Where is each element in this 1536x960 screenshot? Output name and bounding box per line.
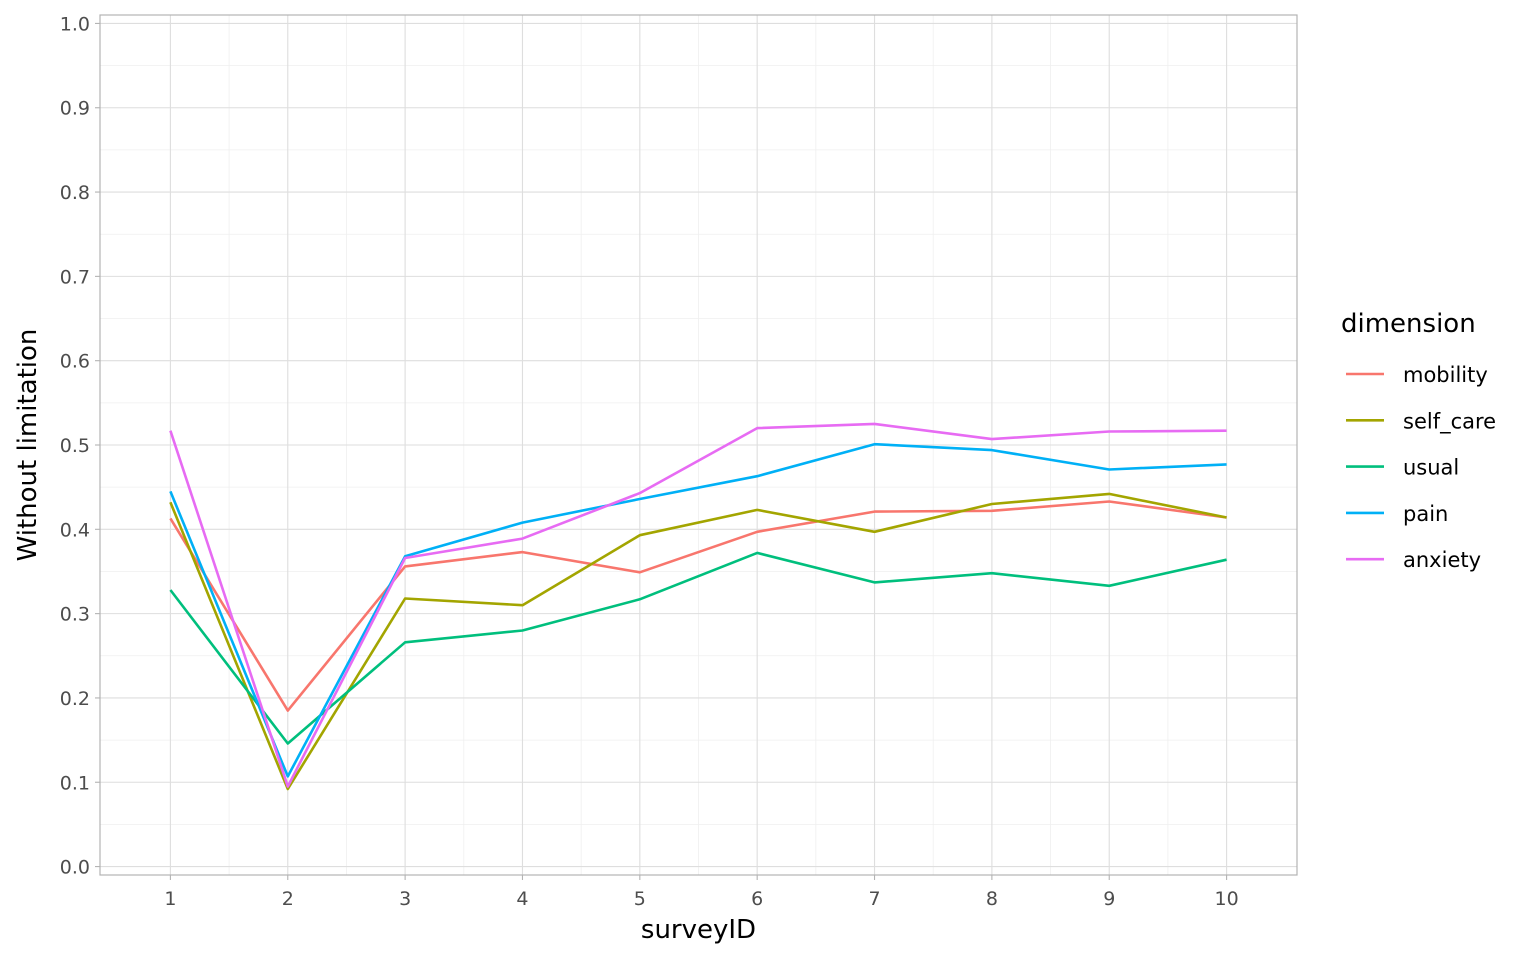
x-tick-label: 10 — [1214, 888, 1238, 910]
y-tick-label: 0.9 — [60, 98, 90, 120]
y-tick-label: 0.8 — [60, 182, 90, 204]
y-tick-label: 0.0 — [60, 857, 90, 879]
y-axis-title: Without limitation — [13, 329, 43, 562]
y-tick-label: 0.5 — [60, 435, 90, 457]
series-line-usual — [169, 551, 1227, 745]
y-axis: 0.0 0.1 0.2 0.3 0.4 0.5 0.6 0.7 0.8 0.9 1.0 — [60, 13, 100, 879]
x-tick-label: 4 — [516, 888, 528, 910]
y-tick-label: 0.6 — [60, 351, 90, 373]
y-tick-label: 0.7 — [60, 266, 90, 288]
x-tick-label: 8 — [986, 888, 998, 910]
x-tick-label: 1 — [164, 888, 176, 910]
legend-label-usual: usual — [1403, 456, 1459, 480]
legend-title: dimension — [1341, 309, 1476, 339]
legend-label-pain: pain — [1403, 502, 1448, 526]
y-tick-label: 0.1 — [60, 772, 90, 794]
x-tick-label: 6 — [751, 888, 763, 910]
x-tick-label: 5 — [634, 888, 646, 910]
y-tick-label: 1.0 — [60, 13, 90, 35]
y-tick-label: 0.3 — [60, 604, 90, 626]
x-tick-label: 7 — [868, 888, 880, 910]
legend-label-mobility: mobility — [1403, 363, 1488, 387]
x-tick-label: 9 — [1103, 888, 1115, 910]
x-tick-label: 2 — [282, 888, 294, 910]
y-tick-label: 0.4 — [60, 519, 90, 541]
legend-label-anxiety: anxiety — [1403, 548, 1481, 572]
series-lines — [169, 422, 1227, 791]
x-axis-title: surveyID — [641, 915, 756, 945]
x-tick-label: 3 — [399, 888, 411, 910]
series-line-mobility — [169, 500, 1227, 712]
major-gridlines — [100, 15, 1297, 875]
x-axis: 1 2 3 4 5 6 7 8 9 10 — [164, 875, 1239, 910]
series-line-anxiety — [169, 422, 1227, 788]
legend-label-self-care: self_care — [1403, 409, 1496, 434]
y-tick-label: 0.2 — [60, 688, 90, 710]
series-line-pain — [169, 442, 1227, 778]
